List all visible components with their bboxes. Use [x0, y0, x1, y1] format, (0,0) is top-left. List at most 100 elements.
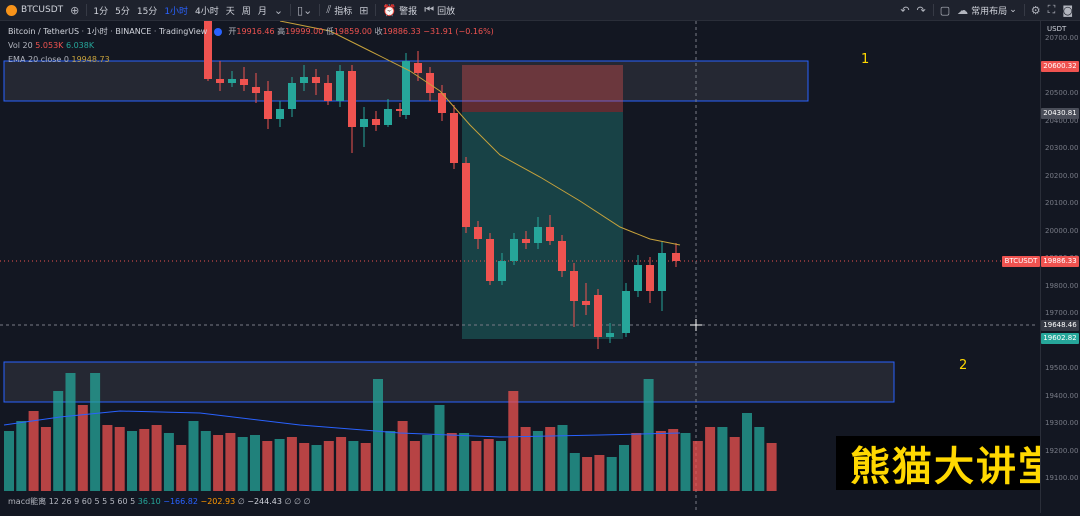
volume-bar: [643, 379, 654, 491]
volume-bar: [397, 421, 408, 491]
alert-button[interactable]: ⏰ 警报: [382, 4, 417, 17]
legend-exchange: BINANCE: [115, 27, 152, 36]
volume-bar: [692, 441, 703, 491]
volume-bar: [262, 441, 273, 491]
price-tick: 20200.00: [1045, 171, 1079, 180]
macd-label: macd能离 12 26 9 60 5 5 5 60 5: [8, 497, 136, 506]
open-label: 开: [228, 27, 237, 36]
volume-bar: [496, 441, 506, 491]
change-value: −31.91 (−0.16%): [423, 27, 494, 36]
interval-4h[interactable]: 4小时: [195, 6, 219, 17]
macd-value-2: −166.82: [163, 497, 198, 506]
ema-value: 19948.73: [71, 55, 110, 64]
tag-entry-price: 20430.81: [1041, 108, 1079, 119]
candle-body: [558, 241, 566, 271]
price-tick: 19100.00: [1045, 474, 1079, 482]
volume-bar: [606, 457, 617, 491]
separator: [375, 4, 377, 16]
volume-bar: [742, 413, 752, 491]
volume-bar: [483, 439, 494, 491]
volume-bar: [446, 433, 457, 491]
price-tick: 19700.00: [1045, 309, 1079, 317]
volume-bar: [668, 429, 679, 491]
volume-bar: [237, 437, 248, 491]
candle-body: [384, 109, 392, 125]
price-axis[interactable]: USDT 20700.0020600.0020500.0020400.00203…: [1040, 21, 1080, 513]
volume-bar: [188, 421, 199, 491]
candle-body: [672, 253, 680, 261]
volume-bar: [348, 441, 359, 491]
volume-bar: [422, 435, 433, 491]
camera-icon[interactable]: ◙: [1062, 3, 1073, 17]
stop-loss-zone: [462, 65, 623, 112]
volume-bar: [532, 431, 543, 491]
candle-body: [216, 79, 224, 83]
separator: [290, 4, 292, 16]
candle-body: [658, 253, 666, 291]
undo-icon[interactable]: ↶: [900, 3, 910, 17]
macd-value-6: ∅ ∅ ∅: [284, 497, 311, 506]
templates-grid-icon[interactable]: ⊞: [359, 3, 369, 17]
add-symbol-icon[interactable]: ⊕: [70, 3, 80, 17]
volume-bar: [311, 445, 322, 491]
replay-button[interactable]: ⏮ 回放: [424, 3, 455, 17]
layout-box-icon[interactable]: ▢: [939, 3, 951, 17]
volume-bar: [323, 441, 334, 491]
interval-month[interactable]: 月: [257, 6, 267, 17]
low-label: 低: [325, 27, 334, 36]
chart-pane[interactable]: Bitcoin / TetherUS · 1小时 · BINANCE · Tra…: [0, 20, 1074, 513]
interval-1m[interactable]: 1分: [93, 6, 109, 17]
legend-source: TradingView: [158, 27, 208, 36]
redo-icon[interactable]: ↷: [916, 3, 926, 17]
indicators-icon: ⫽: [326, 3, 332, 16]
close-label: 收: [374, 27, 383, 36]
candle-body: [450, 113, 458, 163]
candle-body: [634, 265, 642, 291]
volume-bar: [582, 457, 593, 491]
volume-bar: [717, 427, 728, 491]
volume-bar: [619, 445, 629, 491]
volume-bar: [28, 411, 39, 491]
interval-week[interactable]: 周: [241, 6, 251, 17]
close-value: 19886.33: [382, 27, 421, 36]
volume-bar: [114, 427, 125, 491]
volume-bar: [385, 431, 396, 491]
volume-bar: [336, 437, 347, 491]
interval-15m[interactable]: 15分: [136, 6, 158, 17]
volume-bar: [459, 433, 470, 491]
currency-label[interactable]: USDT: [1047, 25, 1067, 33]
candle-type-icon[interactable]: ▯⌄: [297, 3, 313, 17]
price-tick: 19500.00: [1045, 364, 1079, 372]
interval-1h[interactable]: 1小时: [164, 6, 189, 17]
price-tick: 19800.00: [1045, 281, 1079, 290]
volume-bar: [90, 373, 101, 491]
candle-body: [348, 71, 356, 127]
legend-main: Bitcoin / TetherUS · 1小时 · BINANCE · Tra…: [8, 27, 494, 36]
fullscreen-icon[interactable]: ⛶: [1047, 3, 1056, 16]
volume-bar: [176, 445, 187, 491]
interval-5m[interactable]: 5分: [115, 6, 130, 17]
candle-body: [240, 79, 248, 85]
price-tick: 20000.00: [1045, 226, 1079, 235]
tag-last-price: 19886.33: [1041, 256, 1079, 267]
volume-bar: [163, 433, 174, 491]
indicators-label: 指标: [334, 6, 353, 17]
interval-day[interactable]: 天: [225, 6, 235, 17]
candle-body: [426, 73, 434, 93]
symbol-search[interactable]: BTCUSDT: [21, 5, 64, 15]
candle-body: [396, 109, 404, 111]
chart-canvas[interactable]: [0, 20, 1038, 513]
zone-label-1: 1: [861, 52, 870, 67]
ema-label: EMA 20 close 0: [8, 55, 69, 64]
cloud-icon: ☁: [957, 3, 969, 17]
legend-toggle-icon[interactable]: [213, 27, 222, 36]
settings-gear-icon[interactable]: ⚙: [1030, 3, 1041, 17]
price-tick: 20500.00: [1045, 89, 1079, 97]
indicators-button[interactable]: ⫽ 指标: [326, 3, 352, 17]
layout-button[interactable]: ☁ 常用布局 ⌄: [957, 4, 1017, 17]
price-tick: 20100.00: [1045, 199, 1079, 207]
high-label: 高: [277, 27, 286, 36]
chevron-down-icon[interactable]: ⌄: [273, 3, 284, 17]
volume-bar: [655, 431, 666, 491]
volume-bar: [373, 379, 383, 491]
